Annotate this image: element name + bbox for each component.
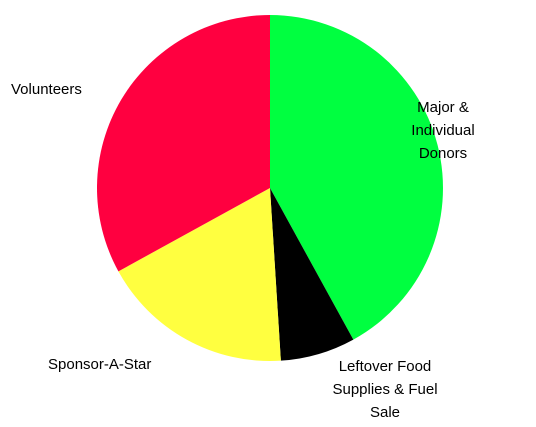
- pie-slice-volunteers: [97, 15, 270, 272]
- slice-label-line: Supplies & Fuel: [332, 381, 438, 398]
- slice-label-volunteers: Volunteers: [11, 78, 82, 101]
- pie-slices: [97, 15, 443, 362]
- pie-slice-major-individual-donors: [270, 15, 443, 340]
- slice-label-sponsor-a-star: Sponsor-A-Star: [48, 353, 151, 376]
- pie-slice-leftover-food: [270, 188, 354, 361]
- slice-label-line: Individual: [411, 122, 475, 139]
- slice-label-line: Leftover Food: [338, 358, 432, 375]
- slice-label-leftover-food-supplies-fuel-sale: Leftover Food Supplies & Fuel Sale: [310, 355, 460, 424]
- pie-slice-sponsor-a-star: [118, 188, 281, 362]
- slice-label-line: Donors: [418, 145, 468, 162]
- slice-label-line: Major &: [417, 99, 469, 116]
- slice-label-major-individual-donors: Major & Individual Donors: [390, 96, 496, 165]
- slice-label-line: Sale: [369, 404, 401, 421]
- slice-label-line: Volunteers: [11, 81, 82, 98]
- slice-label-line: Sponsor-A-Star: [48, 356, 152, 373]
